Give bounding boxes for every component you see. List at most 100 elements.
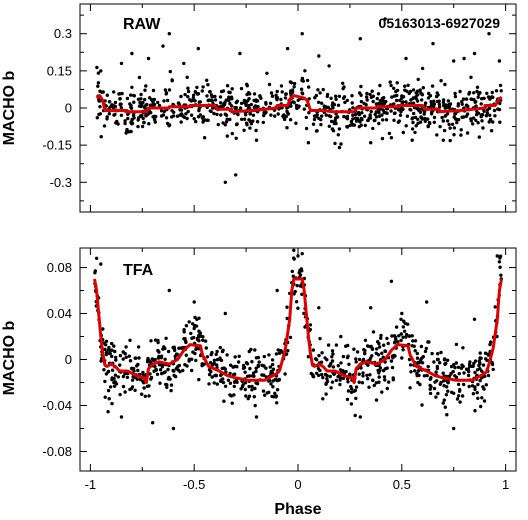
data-point [244, 113, 248, 117]
data-point [292, 85, 296, 89]
data-point [327, 64, 331, 68]
data-point [378, 366, 383, 370]
data-point [442, 384, 446, 388]
data-point [447, 122, 451, 127]
data-point [339, 361, 343, 365]
data-point [358, 37, 362, 41]
data-point [415, 351, 419, 356]
data-point [136, 368, 140, 373]
data-point [342, 114, 346, 119]
data-point [144, 84, 148, 88]
data-point [262, 354, 266, 359]
data-point [319, 122, 323, 127]
xtick-label: 0.5 [393, 477, 411, 492]
data-point [157, 350, 161, 354]
data-point [399, 317, 403, 321]
data-point [191, 93, 196, 98]
data-point [453, 94, 458, 99]
data-point [375, 347, 379, 351]
data-point [105, 115, 109, 119]
data-point [472, 317, 477, 321]
data-point [371, 99, 375, 104]
data-point [414, 124, 418, 128]
data-point [103, 379, 107, 384]
data-point [330, 103, 334, 108]
data-point [361, 374, 365, 378]
data-point [294, 121, 298, 125]
data-point [207, 368, 212, 372]
data-point [221, 121, 225, 125]
data-point [464, 114, 469, 119]
data-point [182, 328, 186, 332]
data-point [252, 386, 257, 391]
data-point [378, 83, 382, 88]
data-point [381, 355, 385, 359]
data-point [219, 379, 223, 383]
data-point [329, 96, 333, 101]
data-point [167, 88, 172, 92]
data-point [430, 351, 434, 356]
data-point [394, 89, 398, 94]
xtick-label: -1 [85, 477, 97, 492]
data-point [114, 355, 118, 360]
data-point [411, 339, 415, 343]
data-point [234, 136, 238, 140]
data-point [498, 83, 503, 88]
data-point [259, 96, 263, 100]
data-point [215, 112, 219, 117]
data-point [254, 356, 259, 360]
data-point [286, 111, 290, 115]
data-point [99, 262, 103, 266]
data-point [320, 372, 324, 377]
data-point [337, 145, 342, 150]
data-point [230, 401, 234, 405]
data-point [275, 288, 279, 293]
data-point [471, 364, 475, 368]
data-point [401, 100, 405, 104]
data-point [347, 362, 351, 366]
data-point [376, 92, 381, 96]
data-point [335, 115, 340, 119]
data-point [95, 65, 99, 70]
data-point [108, 106, 112, 110]
data-point [341, 96, 346, 100]
data-point [392, 86, 396, 91]
data-point [316, 88, 320, 92]
data-point [311, 122, 316, 126]
data-point [484, 114, 489, 118]
data-point [219, 358, 224, 363]
data-point [285, 126, 289, 130]
data-point [263, 393, 267, 397]
data-point [370, 347, 375, 351]
data-point [275, 89, 279, 94]
data-point [430, 84, 435, 88]
data-point [390, 334, 394, 338]
data-point [442, 103, 446, 108]
data-point [356, 112, 361, 116]
data-point [130, 118, 134, 122]
data-point [325, 373, 329, 378]
data-point [197, 108, 201, 113]
data-point [205, 78, 209, 83]
data-point [223, 384, 228, 388]
data-point [119, 61, 124, 66]
data-point [475, 89, 479, 94]
data-point [355, 116, 360, 121]
data-point [242, 117, 247, 121]
data-point [471, 122, 475, 126]
data-point [136, 124, 140, 129]
data-point [145, 102, 149, 107]
data-point [106, 348, 111, 352]
data-point [132, 369, 136, 373]
data-point [143, 88, 147, 92]
data-point [156, 100, 160, 105]
data-point [138, 377, 143, 382]
data-point [452, 126, 457, 130]
data-point [305, 78, 310, 83]
data-point [186, 89, 191, 94]
data-point [315, 371, 319, 375]
data-point [486, 353, 491, 357]
data-point [475, 109, 479, 114]
data-point [385, 386, 389, 391]
data-point [276, 112, 280, 116]
